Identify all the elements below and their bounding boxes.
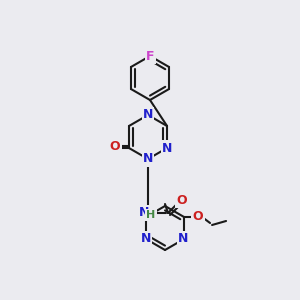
Text: F: F (146, 50, 154, 62)
Text: N: N (141, 232, 151, 245)
Text: O: O (177, 194, 187, 206)
Text: N: N (143, 152, 153, 166)
Text: N: N (139, 206, 149, 220)
Text: O: O (110, 140, 120, 154)
Text: N: N (162, 142, 172, 154)
Text: N: N (143, 109, 153, 122)
Text: H: H (146, 210, 156, 220)
Text: O: O (193, 211, 203, 224)
Text: N: N (178, 232, 188, 245)
